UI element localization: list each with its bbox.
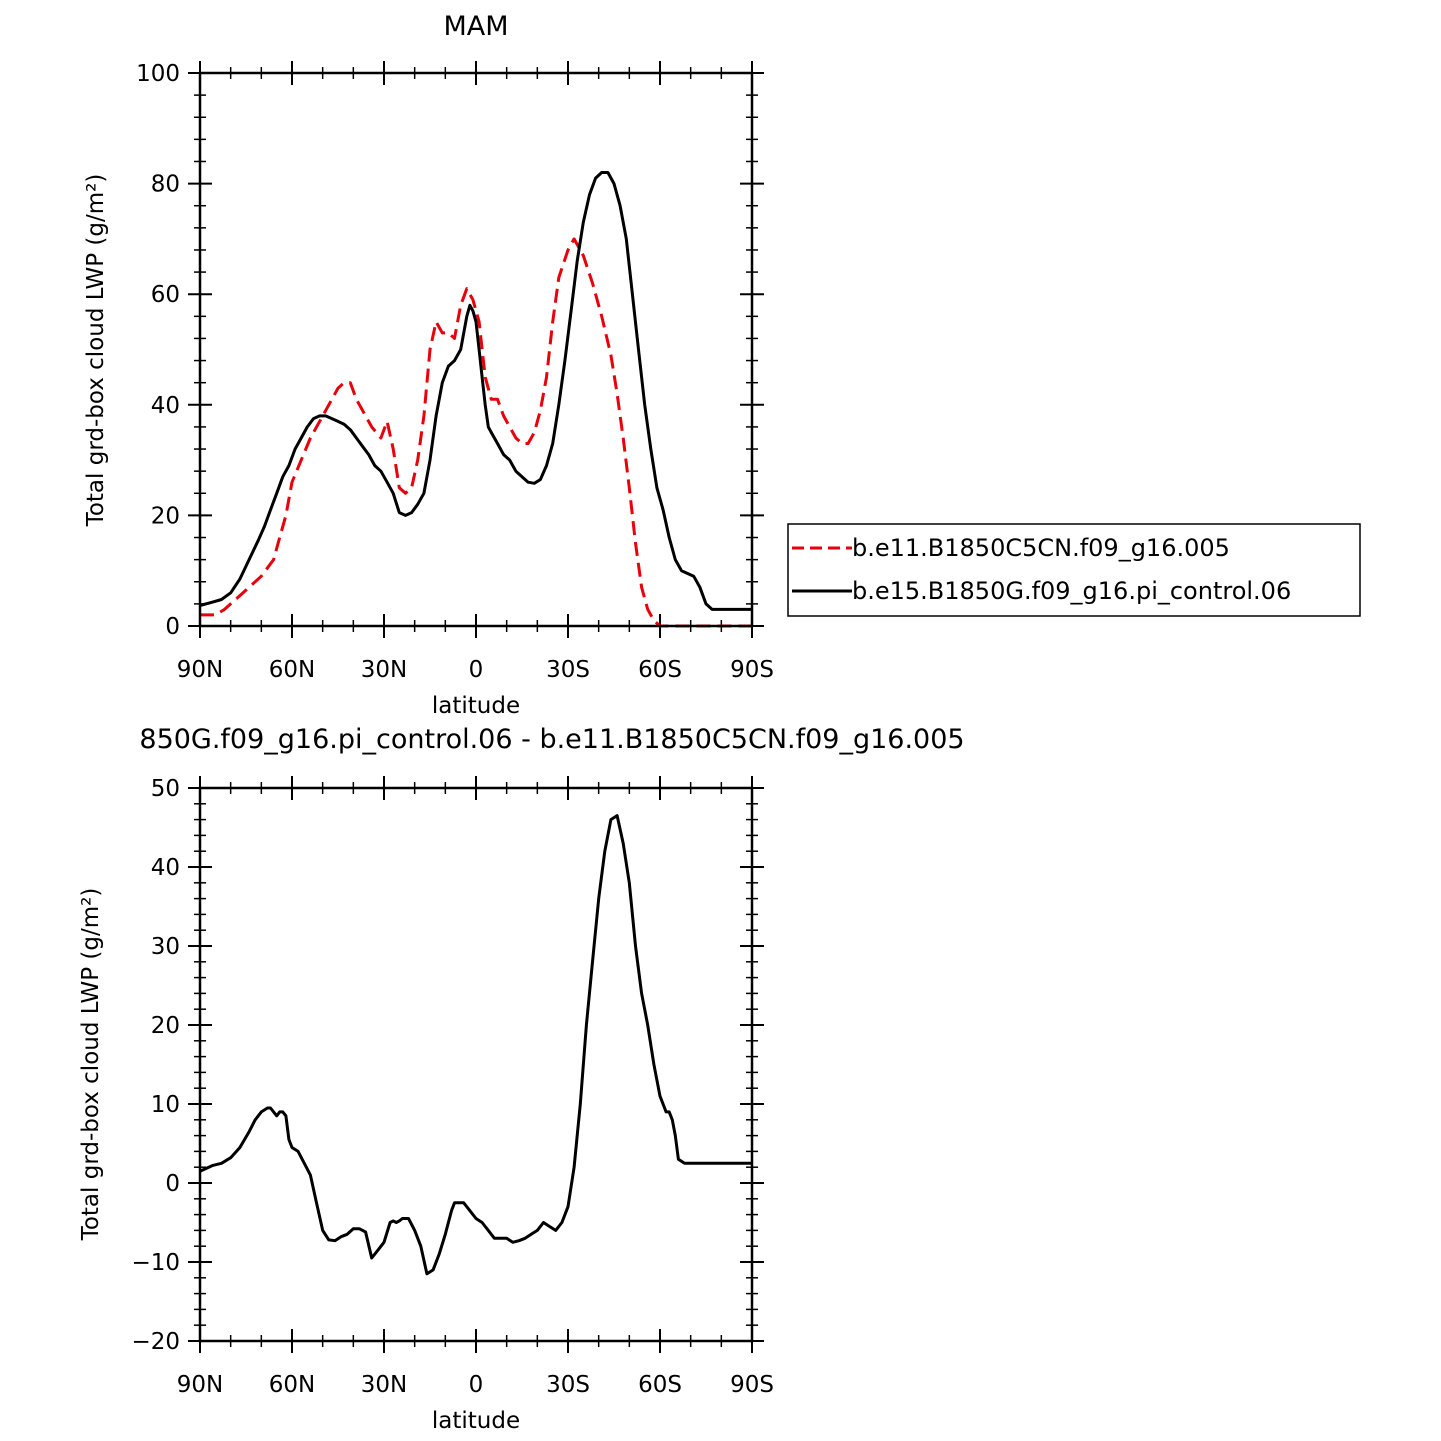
bot-x-tick-label: 30N (361, 1372, 407, 1398)
bot-series-line-1 (199, 814, 752, 1276)
bot-y-tick-label: 0 (165, 1171, 180, 1197)
legend-box (787, 523, 1361, 617)
bottom-plot-frame (198, 786, 754, 1343)
top-x-tick-label: 60S (638, 657, 682, 683)
top-panel: MAM 0 20 40 60 80 100 90N 60N 30N 0 30S 60S 90S lat… (83, 11, 1361, 719)
top-y-tick-labels: 0 20 40 60 80 100 (136, 61, 180, 640)
bot-y-tick-label: 40 (151, 855, 180, 881)
top-series-line-1 (200, 237, 752, 628)
top-chart-title: MAM (443, 11, 508, 42)
bottom-y-tick-labels: −20 −10 0 10 20 30 40 50 (131, 776, 180, 1355)
top-y-axis-title: Total grd-box cloud LWP (g/m²) (83, 174, 109, 528)
top-y-tick-label: 20 (151, 503, 180, 529)
legend-label-series-1: b.e11.B1850C5CN.f09_g16.005 (852, 534, 1230, 562)
top-x-tick-label: 30S (546, 657, 590, 683)
top-x-tick-label: 90S (730, 657, 774, 683)
top-y-tick-label: 60 (151, 282, 180, 308)
top-x-tick-label: 0 (469, 657, 484, 683)
top-y-tick-label: 0 (165, 614, 180, 640)
top-x-tick-label: 90N (177, 657, 223, 683)
bot-y-tick-label: 10 (151, 1092, 180, 1118)
bot-y-tick-label: 30 (151, 934, 180, 960)
bot-y-tick-label: −10 (131, 1250, 180, 1276)
legend: b.e11.B1850C5CN.f09_g16.005 b.e15.B1850G… (787, 523, 1361, 617)
bot-x-tick-label: 30S (546, 1372, 590, 1398)
top-x-tick-label: 60N (269, 657, 315, 683)
top-x-tick-label: 30N (361, 657, 407, 683)
bot-x-tick-label: 60S (638, 1372, 682, 1398)
bot-y-tick-label: 50 (151, 776, 180, 802)
top-series-line-2 (199, 171, 752, 611)
bottom-x-tick-labels: 90N 60N 30N 0 30S 60S 90S (177, 1372, 774, 1398)
bot-y-tick-label: −20 (131, 1329, 180, 1355)
bot-x-tick-label: 90N (177, 1372, 223, 1398)
top-y-tick-label: 40 (151, 393, 180, 419)
top-x-tick-labels: 90N 60N 30N 0 30S 60S 90S (177, 657, 774, 683)
bot-x-tick-label: 0 (469, 1372, 484, 1398)
top-y-tick-label: 80 (151, 172, 180, 198)
top-plot-frame (198, 71, 754, 628)
legend-label-series-2: b.e15.B1850G.f09_g16.pi_control.06 (852, 577, 1291, 605)
bottom-series-lines (199, 814, 752, 1276)
bot-x-tick-label: 90S (730, 1372, 774, 1398)
bot-y-tick-label: 20 (151, 1013, 180, 1039)
bottom-y-axis-title: Total grd-box cloud LWP (g/m²) (78, 888, 104, 1242)
top-x-axis-title: latitude (432, 693, 520, 719)
bottom-panel: 850G.f09_g16.pi_control.06 - b.e11.B1850… (78, 724, 965, 1434)
bot-x-tick-label: 60N (269, 1372, 315, 1398)
bottom-x-axis-title: latitude (432, 1408, 520, 1434)
top-y-tick-label: 100 (136, 61, 180, 87)
bottom-chart-title: 850G.f09_g16.pi_control.06 - b.e11.B1850… (139, 724, 964, 755)
top-series-lines (199, 171, 752, 628)
